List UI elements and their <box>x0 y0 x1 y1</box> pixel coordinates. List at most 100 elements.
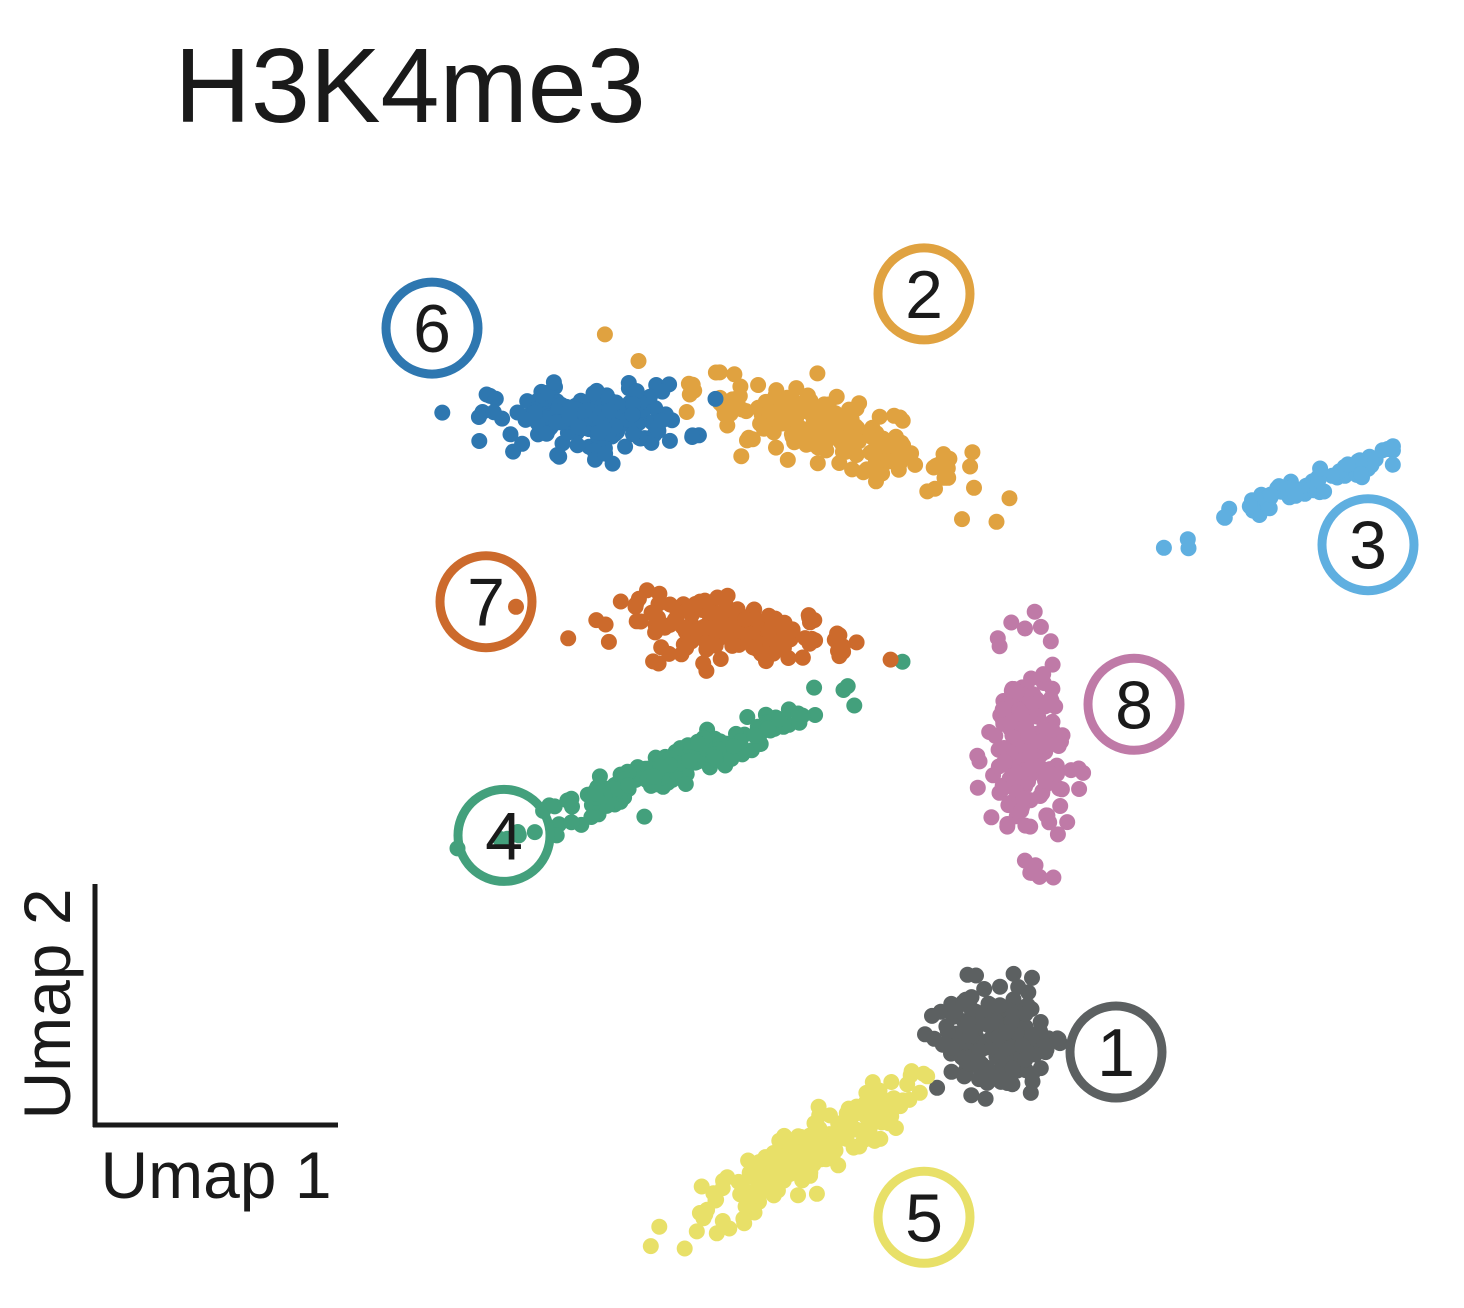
point-cluster-8 <box>994 780 1011 797</box>
point-cluster-8 <box>1018 720 1035 736</box>
point-cluster-2 <box>788 380 805 397</box>
point-cluster-7 <box>737 611 754 628</box>
cluster-8-badge: 8 <box>1083 653 1185 755</box>
point-cluster-4 <box>760 720 777 737</box>
point-cluster-8 <box>1009 683 1026 700</box>
point-cluster-4 <box>681 752 698 769</box>
cluster-1-points <box>917 965 1068 1107</box>
point-cluster-8 <box>1004 727 1021 744</box>
point-cluster-2 <box>630 353 647 369</box>
point-cluster-2 <box>871 408 888 425</box>
point-cluster-6 <box>684 429 701 445</box>
point-cluster-6 <box>434 404 451 421</box>
point-cluster-7 <box>650 609 666 626</box>
point-cluster-5 <box>901 1091 918 1108</box>
point-cluster-4 <box>790 705 807 722</box>
point-cluster-2 <box>761 403 778 420</box>
point-cluster-5 <box>708 1191 725 1208</box>
point-cluster-7 <box>588 612 605 629</box>
point-cluster-7 <box>628 596 644 613</box>
point-cluster-8 <box>1037 772 1053 789</box>
point-cluster-5 <box>811 1120 828 1137</box>
point-cluster-1 <box>939 1023 956 1040</box>
point-cluster-5 <box>691 1205 708 1221</box>
point-cluster-2 <box>773 415 790 432</box>
point-cluster-5 <box>858 1084 875 1101</box>
point-cluster-2 <box>809 455 826 472</box>
point-cluster-5 <box>915 1065 932 1082</box>
cluster-6-badge: 6 <box>381 277 483 379</box>
point-cluster-1 <box>959 966 976 983</box>
point-cluster-5 <box>736 1215 753 1232</box>
cluster-8-points <box>969 603 1092 886</box>
point-cluster-5 <box>821 1107 838 1124</box>
axis-indicator: Umap 1 Umap 2 <box>10 884 338 1212</box>
point-cluster-8 <box>1017 620 1033 637</box>
point-cluster-7 <box>829 625 846 642</box>
point-cluster-8 <box>1049 826 1066 843</box>
point-cluster-2 <box>964 444 981 461</box>
cluster-1-ring <box>1065 1001 1167 1103</box>
point-cluster-8 <box>994 701 1011 718</box>
point-cluster-8 <box>1015 790 1031 807</box>
point-cluster-8 <box>1003 614 1020 631</box>
point-cluster-4 <box>646 768 663 785</box>
point-cluster-1 <box>943 1063 960 1080</box>
scatter-points <box>434 326 1401 1257</box>
point-cluster-2 <box>809 365 826 382</box>
point-cluster-1 <box>992 978 1008 995</box>
point-cluster-4 <box>492 831 509 847</box>
point-cluster-7 <box>794 649 811 666</box>
point-cluster-2 <box>954 511 970 528</box>
point-cluster-5 <box>805 1146 822 1162</box>
point-cluster-8 <box>1026 603 1043 620</box>
point-cluster-2 <box>844 461 861 478</box>
cluster-7-points <box>508 582 899 679</box>
cluster-3-points <box>1155 438 1401 557</box>
point-cluster-6 <box>643 434 660 451</box>
point-cluster-5 <box>721 1220 738 1237</box>
point-cluster-2 <box>779 451 796 468</box>
point-cluster-2 <box>811 428 828 445</box>
point-cluster-7 <box>776 622 792 639</box>
point-cluster-6 <box>545 374 562 391</box>
point-cluster-2 <box>831 455 848 471</box>
point-cluster-5 <box>802 1167 819 1184</box>
point-cluster-1 <box>1024 969 1040 986</box>
point-cluster-1 <box>1017 1051 1034 1068</box>
point-cluster-7 <box>600 633 617 650</box>
point-cluster-6 <box>707 390 724 407</box>
point-cluster-8 <box>1032 733 1049 750</box>
point-cluster-2 <box>848 400 865 417</box>
point-cluster-2 <box>750 377 767 393</box>
point-cluster-8 <box>1031 868 1048 885</box>
point-cluster-6 <box>624 406 641 423</box>
point-cluster-1 <box>963 1087 980 1104</box>
cluster-4-badge: 4 <box>453 784 555 886</box>
point-cluster-4 <box>677 776 694 792</box>
point-cluster-1 <box>977 1090 994 1107</box>
point-cluster-5 <box>808 1185 825 1202</box>
point-cluster-1 <box>1010 979 1027 995</box>
point-cluster-4 <box>706 749 723 765</box>
point-cluster-8 <box>1063 762 1080 779</box>
point-cluster-2 <box>732 378 749 395</box>
point-cluster-3 <box>1339 456 1356 473</box>
point-cluster-4 <box>690 735 707 752</box>
point-cluster-2 <box>767 387 784 404</box>
x-axis-label: Umap 1 <box>100 1138 331 1212</box>
point-cluster-2 <box>895 445 912 462</box>
point-cluster-1 <box>972 1069 989 1086</box>
point-cluster-2 <box>795 400 812 417</box>
point-cluster-4 <box>835 682 852 698</box>
point-cluster-1 <box>970 1053 987 1069</box>
point-cluster-1 <box>1004 1060 1021 1077</box>
point-cluster-5 <box>746 1169 763 1186</box>
point-cluster-5 <box>879 1112 896 1129</box>
point-cluster-6 <box>595 420 612 437</box>
point-cluster-5 <box>866 1132 883 1149</box>
point-cluster-8 <box>983 809 1000 826</box>
point-cluster-4 <box>725 738 742 755</box>
point-cluster-4 <box>559 792 576 809</box>
